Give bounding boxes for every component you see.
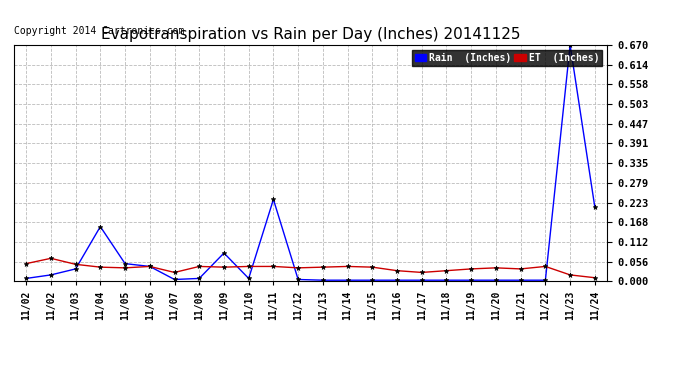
Title: Evapotranspiration vs Rain per Day (Inches) 20141125: Evapotranspiration vs Rain per Day (Inch… <box>101 27 520 42</box>
Legend: Rain  (Inches), ET  (Inches): Rain (Inches), ET (Inches) <box>412 50 602 66</box>
Text: Copyright 2014 Cartronics.com: Copyright 2014 Cartronics.com <box>14 26 184 36</box>
